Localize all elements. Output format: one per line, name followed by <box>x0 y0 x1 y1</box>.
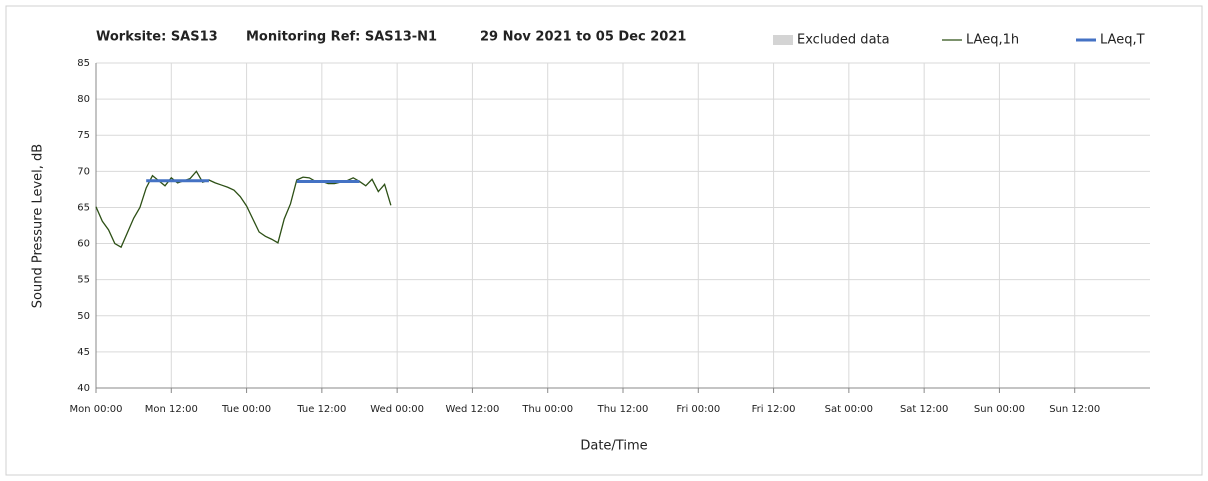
x-tick-label: Fri 00:00 <box>676 404 720 415</box>
y-tick-label: 60 <box>77 239 90 250</box>
y-tick-label: 85 <box>77 58 90 69</box>
x-tick-label: Fri 12:00 <box>752 404 796 415</box>
legend-swatch <box>773 35 793 45</box>
legend-label: LAeq,1h <box>966 33 1019 48</box>
chart-title: 29 Nov 2021 to 05 Dec 2021 <box>480 30 686 45</box>
x-tick-label: Thu 12:00 <box>597 404 649 415</box>
x-tick-label: Sat 00:00 <box>825 404 873 415</box>
y-tick-label: 50 <box>77 311 90 322</box>
chart-frame <box>5 5 1203 476</box>
x-tick-label: Thu 00:00 <box>521 404 573 415</box>
legend-label: Excluded data <box>797 33 890 48</box>
chart-title: Worksite: SAS13 <box>96 30 218 45</box>
x-tick-label: Sun 00:00 <box>974 404 1025 415</box>
x-axis-label: Date/Time <box>580 439 647 454</box>
x-tick-label: Tue 00:00 <box>221 404 271 415</box>
x-tick-label: Wed 12:00 <box>446 404 500 415</box>
x-tick-label: Mon 00:00 <box>69 404 122 415</box>
y-tick-label: 70 <box>77 166 90 177</box>
x-tick-label: Mon 12:00 <box>145 404 198 415</box>
y-tick-label: 45 <box>77 347 90 358</box>
chart-title: Monitoring Ref: SAS13-N1 <box>246 30 437 45</box>
x-tick-label: Tue 12:00 <box>296 404 346 415</box>
y-tick-label: 55 <box>77 275 90 286</box>
y-tick-label: 65 <box>77 202 90 213</box>
x-tick-label: Sat 12:00 <box>900 404 948 415</box>
legend-label: LAeq,T <box>1100 33 1145 48</box>
y-tick-label: 40 <box>77 383 90 394</box>
x-tick-label: Sun 12:00 <box>1049 404 1100 415</box>
y-tick-label: 75 <box>77 130 90 141</box>
y-tick-label: 80 <box>77 94 90 105</box>
y-axis-label: Sound Pressure Level, dB <box>31 144 46 308</box>
x-tick-label: Wed 00:00 <box>370 404 424 415</box>
